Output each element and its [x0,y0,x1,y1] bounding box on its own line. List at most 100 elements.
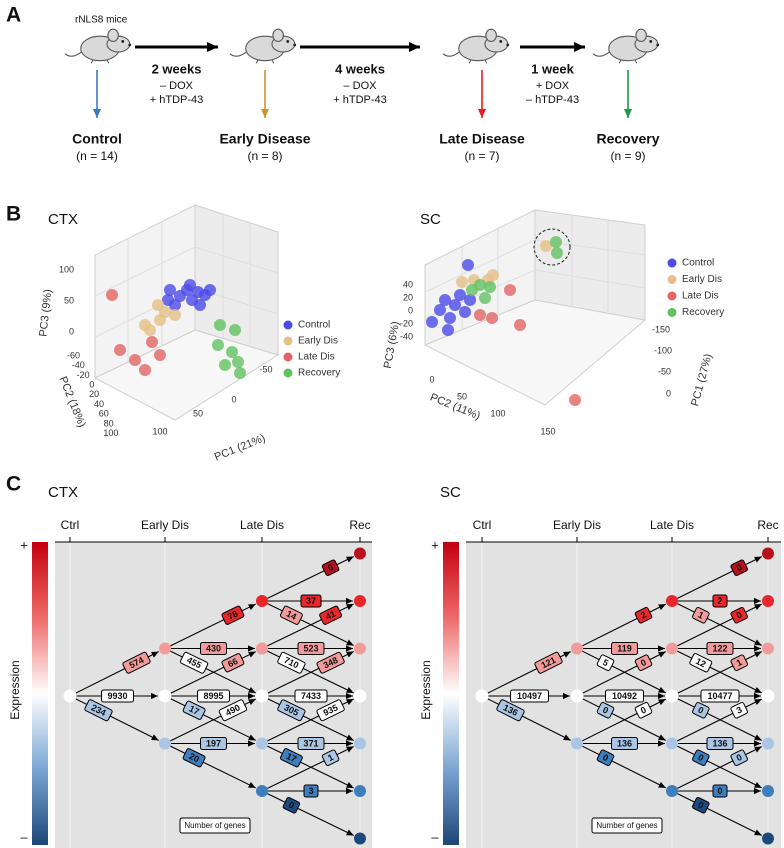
note-label: Number of genes [596,821,657,830]
group-name: Late Disease [439,131,525,147]
count-box: 430 [200,642,227,655]
axis-label: PC2 (18%) [56,375,87,429]
count-label: 197 [206,738,221,748]
count-box: 136 [611,737,638,750]
count-box-frame [510,689,549,703]
tick-label: 100 [103,428,118,438]
arrow-head [346,645,353,652]
arrow-head [346,556,354,563]
count-box: 1 [730,654,748,672]
sample-point [106,289,118,301]
sample-point [479,292,491,304]
group-name: Control [72,131,122,147]
state-node [475,689,489,703]
count-label: 2 [639,610,648,621]
arrow-line [267,793,354,836]
arrow-head [658,645,665,652]
arrow-head [477,109,487,118]
count-box-frame [221,653,245,673]
count-box-frame [692,749,710,767]
count-box: 5 [596,654,615,672]
tick-label: 40 [94,399,104,409]
count-box-frame [316,699,345,722]
count-box: 41 [319,605,343,625]
group-name: Recovery [596,131,659,147]
count-box-frame [496,699,525,722]
tick-label: 50 [193,408,203,418]
sample-point [454,289,466,301]
cube-ctx [93,204,280,421]
arrow-head [754,692,761,700]
count-box-frame [277,651,306,674]
count-box-frame [300,594,322,608]
arrow-head [658,686,666,693]
sample-point [442,324,454,336]
count-label: 10497 [517,691,542,701]
tick-label: 0 [89,379,94,389]
arrow-head [151,734,159,741]
group-name: Early Disease [219,131,310,147]
count-label: 5 [601,657,610,668]
count-label: 0 [601,705,610,716]
arrow-head [658,699,666,706]
tick-label: -40 [400,331,413,341]
sample-point [464,294,476,306]
count-box: 305 [277,699,306,722]
legend-marker [667,275,677,284]
sample-point [434,304,446,316]
count-label: 10492 [612,691,637,701]
count-box: 0 [321,559,340,577]
count-box: 0 [730,606,748,624]
count-box-frame [279,605,303,625]
tick-label: 0 [69,326,74,336]
axis-label: PC3 (9%) [37,289,54,338]
arrow-head [346,782,354,788]
cube-grid [424,215,646,330]
sample-point [462,259,474,271]
state-node [761,689,775,703]
arrow-head [754,740,761,747]
sample-point [214,319,226,331]
count-label: 136 [617,738,632,748]
count-box-frame [101,689,134,703]
count-label: 1 [696,610,705,621]
legend-marker [283,336,293,346]
legend-label: Control [298,320,330,331]
tick-label: 0 [231,394,236,404]
count-box-frame [692,701,710,719]
sample-point [114,344,126,356]
count-box: 10492 [605,689,644,703]
count-box-frame [84,699,113,722]
scale-high: + [20,537,28,552]
diagram-title: SC [440,484,461,501]
count-box-frame [712,594,728,608]
count-box-frame [730,606,748,624]
count-box-frame [321,749,340,767]
tick-label: 100 [59,264,74,274]
count-box-frame [611,737,638,750]
group-n: (n = 14) [76,149,118,163]
cube-sc [423,209,647,406]
scale-low: – [20,829,28,844]
count-label: 0 [735,752,744,763]
count-box-frame [692,796,710,814]
group-n: (n = 7) [464,149,499,163]
arrow-head [346,651,354,658]
sample-point [514,319,526,331]
arrow-head [563,734,571,741]
count-label: 0 [696,752,705,763]
sample-point [456,276,468,288]
state-node [354,832,366,845]
state-node [353,689,367,703]
count-box: 0 [730,559,748,577]
count-label: 8995 [203,691,223,701]
count-box: 121 [534,651,563,674]
count-label: 3 [735,705,744,716]
count-label: 66 [226,656,239,669]
count-box: 0 [634,654,653,672]
column-header: Rec [349,518,370,532]
count-box-frame [634,654,653,672]
state-node [666,642,678,655]
arrow-head [754,734,762,741]
sample-point [169,299,181,311]
